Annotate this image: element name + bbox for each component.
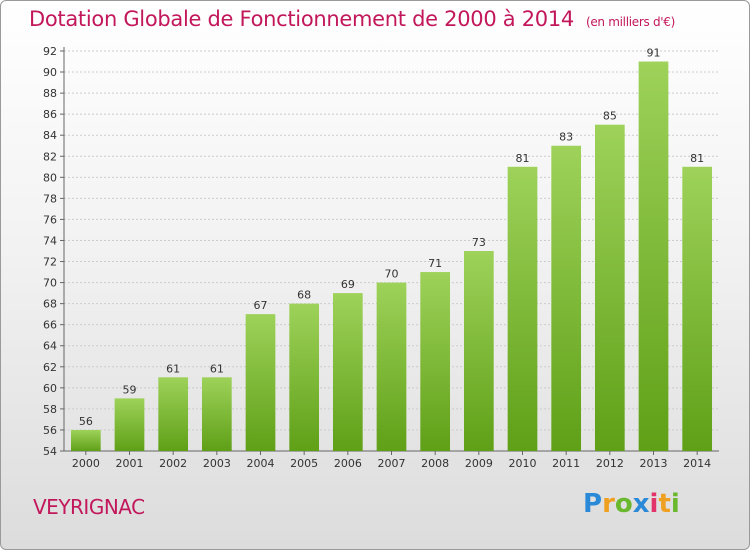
y-tick-label: 88 <box>43 87 57 100</box>
logo-letter: i <box>670 489 680 519</box>
x-tick-label: 2007 <box>378 457 406 470</box>
y-tick-label: 72 <box>43 256 57 269</box>
logo-letter: x <box>632 489 650 519</box>
title-text: Dotation Globale de Fonctionnement de 20… <box>29 7 574 31</box>
logo-letter: o <box>614 489 633 519</box>
data-label: 61 <box>166 362 180 375</box>
bar <box>638 61 669 452</box>
bar <box>245 314 276 451</box>
logo-letter: i <box>649 489 659 519</box>
x-tick-label: 2012 <box>596 457 624 470</box>
bar <box>682 166 713 451</box>
x-tick-label: 2002 <box>159 457 187 470</box>
bar <box>114 398 145 451</box>
data-label: 70 <box>385 268 399 281</box>
x-tick-label: 2010 <box>509 457 537 470</box>
x-tick-label: 2011 <box>552 457 580 470</box>
y-tick-label: 92 <box>43 45 57 58</box>
y-tick-label: 58 <box>43 403 57 416</box>
bar <box>158 377 189 451</box>
y-tick-label: 82 <box>43 150 57 163</box>
y-tick-label: 86 <box>43 108 57 121</box>
x-tick-label: 2009 <box>465 457 493 470</box>
x-tick-label: 2004 <box>247 457 275 470</box>
y-tick-label: 64 <box>43 340 57 353</box>
x-tick-label: 2006 <box>334 457 362 470</box>
y-tick-label: 54 <box>43 445 57 458</box>
data-label: 91 <box>647 47 661 60</box>
data-label: 61 <box>210 362 224 375</box>
data-label: 73 <box>472 236 486 249</box>
data-label: 69 <box>341 278 355 291</box>
x-tick-label: 2014 <box>683 457 711 470</box>
x-tick-label: 2003 <box>203 457 231 470</box>
chart-title: Dotation Globale de Fonctionnement de 20… <box>29 7 675 31</box>
y-tick-label: 74 <box>43 234 57 247</box>
logo-letter: t <box>658 489 671 519</box>
data-label: 68 <box>297 289 311 302</box>
y-tick-label: 76 <box>43 213 57 226</box>
logo-letter: P <box>583 489 603 519</box>
y-tick-label: 78 <box>43 192 57 205</box>
commune-name: VEYRIGNAC <box>33 495 145 519</box>
x-tick-label: 2013 <box>640 457 668 470</box>
y-tick-label: 62 <box>43 361 57 374</box>
y-tick-label: 60 <box>43 382 57 395</box>
data-label: 85 <box>603 110 617 123</box>
chart-subtitle: (en milliers d'€) <box>585 15 675 29</box>
data-label: 81 <box>516 152 530 165</box>
x-tick-label: 2005 <box>290 457 318 470</box>
y-tick-label: 80 <box>43 171 57 184</box>
bar <box>376 282 407 451</box>
bar <box>70 429 101 451</box>
x-tick-label: 2001 <box>116 457 144 470</box>
data-label: 56 <box>79 415 93 428</box>
x-tick-label: 2000 <box>72 457 100 470</box>
data-label: 67 <box>254 299 268 312</box>
bar <box>463 251 494 451</box>
bar <box>332 293 363 451</box>
bar <box>201 377 232 451</box>
y-tick-label: 56 <box>43 424 57 437</box>
bar <box>594 124 625 452</box>
data-label: 81 <box>690 152 704 165</box>
y-tick-label: 70 <box>43 277 57 290</box>
y-tick-label: 90 <box>43 66 57 79</box>
bar <box>507 166 538 451</box>
data-label: 59 <box>123 383 137 396</box>
proxiti-logo[interactable]: Proxiti <box>583 489 693 523</box>
x-tick-label: 2008 <box>421 457 449 470</box>
data-label: 71 <box>428 257 442 270</box>
y-tick-label: 84 <box>43 129 57 142</box>
bar <box>551 145 582 451</box>
data-label: 83 <box>559 131 573 144</box>
logo-letter: r <box>602 489 615 519</box>
bar <box>420 272 451 451</box>
y-tick-label: 66 <box>43 319 57 332</box>
y-tick-label: 68 <box>43 298 57 311</box>
bar <box>289 303 320 451</box>
